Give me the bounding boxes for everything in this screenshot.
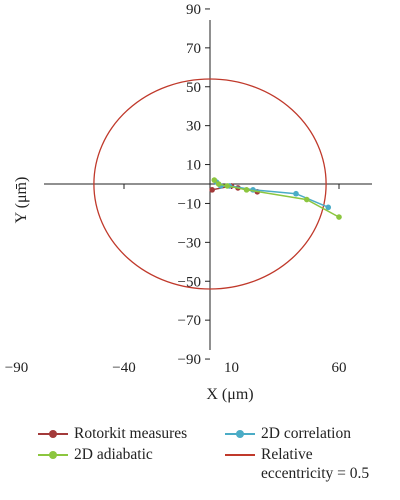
series-2 xyxy=(211,177,342,220)
x-tick-label: 60 xyxy=(332,360,347,376)
data-point xyxy=(303,196,310,203)
y-tick-label: 10 xyxy=(186,158,201,174)
legend-swatch-rotorkit xyxy=(38,424,68,443)
y-tick-label: 90 xyxy=(186,2,201,18)
eccentricity-circle-layer xyxy=(93,78,327,290)
legend-label-2d-adiabatic: 2D adiabatic xyxy=(74,446,153,463)
y-tick-label: 30 xyxy=(186,119,201,135)
legend-label-rotorkit: Rotorkit measures xyxy=(74,425,188,442)
legend-label-eccentricity: Relative eccentricity = 0.5 xyxy=(261,446,370,482)
legend-swatch-eccentricity xyxy=(225,445,255,464)
data-point xyxy=(325,204,332,211)
y-tick-label: 50 xyxy=(186,80,201,96)
y-tick-label: −10 xyxy=(178,196,201,212)
y-tick-label: −70 xyxy=(178,313,201,329)
data-point xyxy=(209,187,215,193)
y-tick-label: −30 xyxy=(178,235,201,251)
legend-item-2d-correlation: 2D correlation xyxy=(225,424,351,443)
y-axis-title: Y (μm) xyxy=(13,177,30,224)
x-tick-label: 10 xyxy=(224,360,239,376)
data-point xyxy=(224,183,230,189)
legend-label-2d-correlation: 2D correlation xyxy=(261,425,351,442)
x-axis-title: X (μm) xyxy=(206,386,253,403)
legend-swatch-2d-adiabatic xyxy=(38,445,68,464)
eccentricity-circle xyxy=(93,78,327,290)
legend: Rotorkit measures 2D correlation 2D adia… xyxy=(38,420,398,500)
data-point xyxy=(293,190,299,197)
legend-item-rotorkit: Rotorkit measures xyxy=(38,424,187,443)
y-tick-label: 70 xyxy=(186,41,201,57)
x-axis-ticks: −90 −40 10 60 xyxy=(5,184,347,376)
axes-group xyxy=(44,20,372,350)
data-point xyxy=(211,177,218,183)
data-point xyxy=(336,214,342,220)
data-point xyxy=(243,187,250,193)
legend-item-eccentricity: Relative eccentricity = 0.5 xyxy=(225,445,369,483)
x-tick-label: −40 xyxy=(112,360,135,376)
series-layer xyxy=(209,177,342,220)
y-tick-label: −90 xyxy=(178,352,201,368)
data-point xyxy=(215,181,222,187)
x-tick-label: −90 xyxy=(5,360,28,376)
legend-item-2d-adiabatic: 2D adiabatic xyxy=(38,445,153,464)
legend-swatch-2d-correlation xyxy=(225,424,255,443)
